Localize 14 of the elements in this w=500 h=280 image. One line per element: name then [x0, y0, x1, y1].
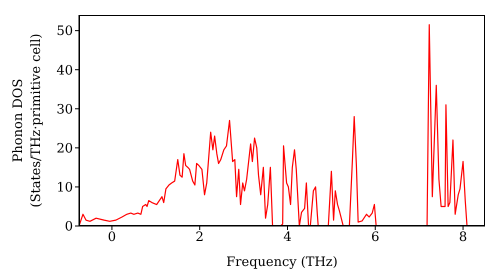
x-tick-label: 6 [371, 230, 380, 246]
x-tick-label: 0 [108, 230, 116, 246]
y-tick-label: 20 [56, 141, 73, 156]
y-tick-label: 30 [56, 102, 73, 118]
y-tick-label: 0 [64, 220, 73, 235]
y-axis-title: Phonon DOS (States/THz·primitive cell) [11, 33, 44, 208]
x-tick-label: 4 [283, 230, 292, 246]
x-axis-title: Frequency (THz) [226, 255, 338, 270]
x-tick-label: 8 [458, 230, 468, 246]
y-tick-label: 10 [56, 180, 73, 196]
line-series [79, 24, 468, 226]
y-tick-label: 50 [56, 24, 73, 40]
x-tick-label: 2 [196, 230, 204, 246]
y-tick-label: 40 [56, 63, 73, 78]
